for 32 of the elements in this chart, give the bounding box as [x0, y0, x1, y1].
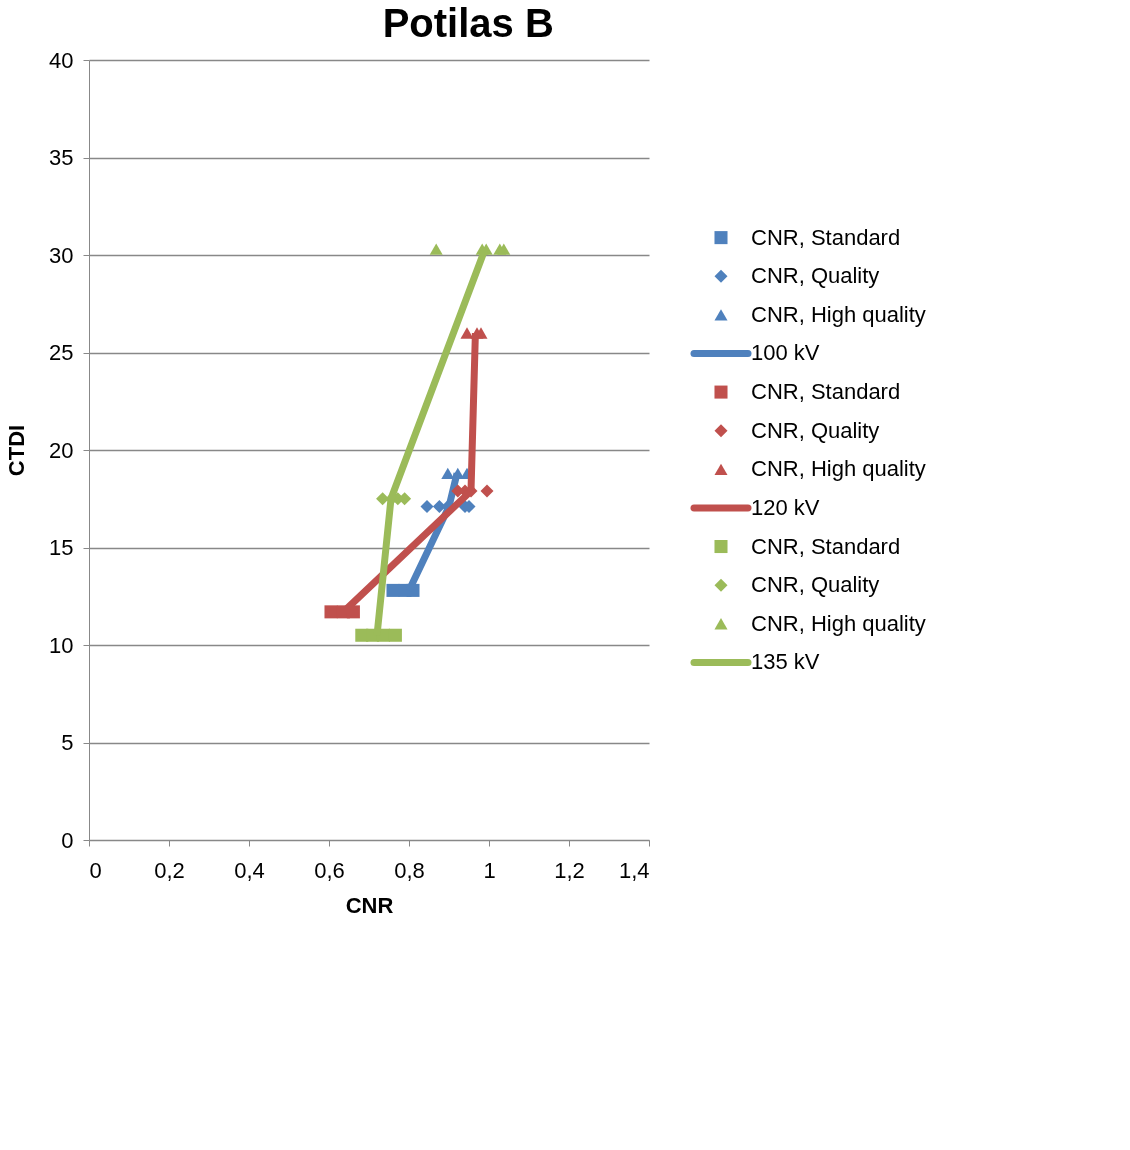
y-tick-label: 10 [49, 632, 74, 658]
legend-label: CNR, High quality [751, 301, 926, 327]
y-tick-label: 0 [61, 827, 74, 853]
legend-label: CNR, Standard [751, 224, 901, 250]
legend-label: 135 kV [751, 649, 820, 675]
y-tick-label: 35 [49, 145, 74, 170]
legend-label: CNR, Quality [751, 417, 880, 443]
y-tick-label: 40 [49, 47, 74, 73]
y-tick-label: 30 [49, 242, 74, 268]
legend-label: CNR, Standard [751, 379, 901, 405]
x-tick-label: 0,4 [234, 857, 265, 883]
x-tick-label: 0,2 [154, 857, 185, 883]
legend-label: CNR, Standard [751, 533, 901, 559]
legend-label: CNR, High quality [751, 456, 926, 482]
x-axis-title: CNR [345, 892, 394, 918]
x-tick-label: 0 [89, 857, 102, 883]
y-tick-label: 15 [49, 535, 74, 560]
y-axis-title: CTDI [4, 424, 30, 477]
legend-label: CNR, Quality [751, 572, 880, 598]
x-tick-label: 0,6 [314, 857, 345, 883]
x-tick-label: 1,2 [554, 857, 585, 883]
legend-label: 120 kV [751, 494, 820, 520]
y-tick-label: 20 [49, 437, 74, 463]
x-tick-label: 0,8 [394, 857, 425, 883]
chart-title: Potilas B [382, 1, 554, 45]
x-tick-label: 1 [483, 857, 496, 883]
y-tick-label: 25 [49, 340, 74, 365]
x-tick-label: 1,4 [618, 857, 650, 883]
legend-label: CNR, High quality [751, 610, 926, 636]
y-tick-label: 5 [61, 730, 74, 755]
legend-label: 100 kV [751, 340, 820, 366]
legend-label: CNR, Quality [751, 263, 880, 289]
